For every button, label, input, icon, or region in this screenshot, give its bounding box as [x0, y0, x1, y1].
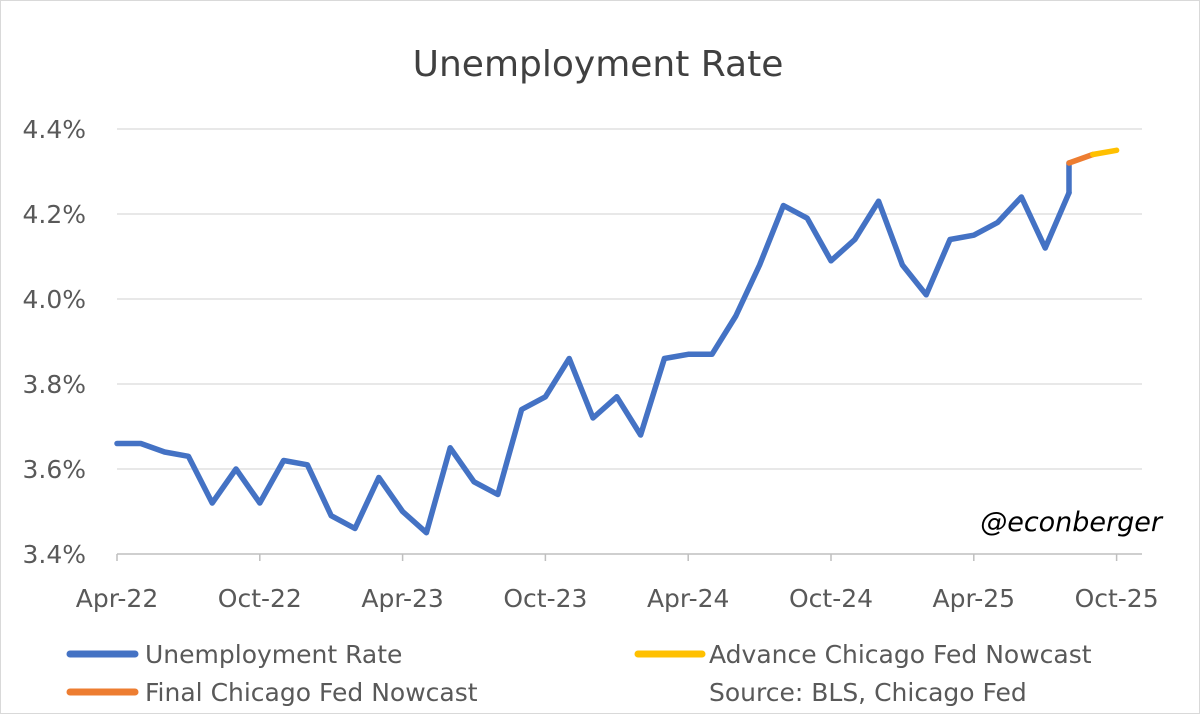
x-tick-label: Apr-22 [76, 584, 158, 613]
x-tick-label: Apr-23 [361, 584, 443, 613]
legend-label-final-nowcast: Final Chicago Fed Nowcast [145, 678, 478, 707]
y-axis-ticks: 3.4% 3.6% 3.8% 4.0% 4.2% 4.4% [22, 115, 86, 569]
x-tick-label: Oct-24 [789, 584, 873, 613]
legend: Unemployment Rate Advance Chicago Fed No… [66, 640, 1092, 707]
x-axis-ticks: Apr-22 Oct-22 Apr-23 Oct-23 Apr-24 Oct-24 Apr-… [76, 554, 1159, 613]
legend-label-unemployment-rate: Unemployment Rate [145, 640, 402, 669]
x-tick-label: Apr-25 [933, 584, 1015, 613]
y-tick-label: 4.0% [22, 285, 86, 314]
series-lines [114, 147, 1120, 536]
watermark-handle: @econberger [980, 507, 1164, 538]
x-tick-label: Oct-22 [218, 584, 302, 613]
x-tick-label: Oct-25 [1075, 584, 1159, 613]
x-tick-label: Oct-23 [503, 584, 587, 613]
series-line-advance-chicago-fed-nowcast [1090, 147, 1120, 158]
series-line-final-chicago-fed-nowcast [1066, 151, 1096, 166]
y-tick-label: 3.4% [22, 540, 86, 569]
source-note: Source: BLS, Chicago Fed [709, 678, 1027, 707]
y-tick-label: 3.8% [22, 370, 86, 399]
y-tick-label: 4.4% [22, 115, 86, 144]
gridlines [117, 128, 1142, 555]
y-tick-label: 3.6% [22, 455, 86, 484]
chart-title: Unemployment Rate [413, 44, 784, 85]
y-tick-label: 4.2% [22, 200, 86, 229]
x-tick-label: Apr-24 [647, 584, 729, 613]
series-line-unemployment-rate [114, 190, 1072, 536]
legend-label-advance-nowcast: Advance Chicago Fed Nowcast [709, 640, 1092, 669]
